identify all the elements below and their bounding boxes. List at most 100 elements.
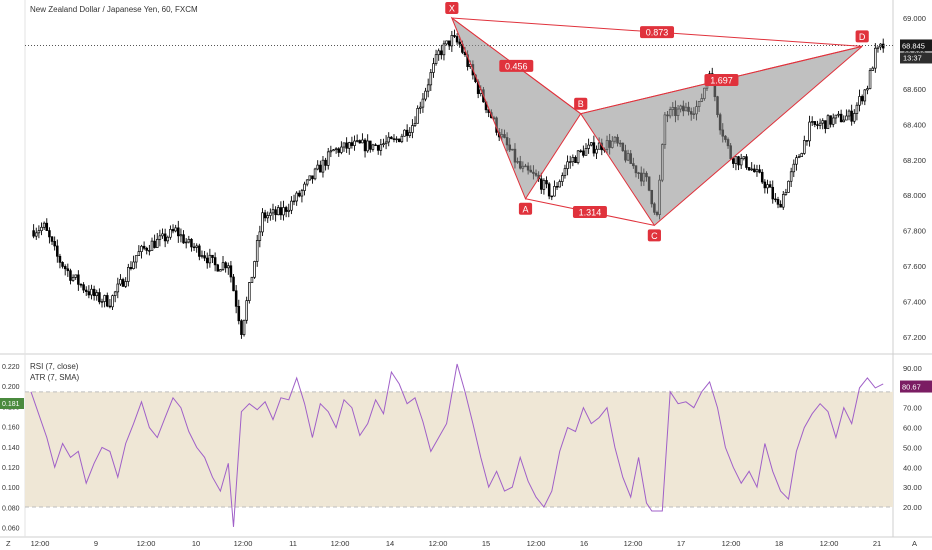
candle-down: [240, 320, 243, 335]
candle-up: [837, 113, 840, 116]
time-tick-label: 9: [94, 539, 98, 548]
candle-up: [342, 142, 346, 148]
candle-up: [384, 141, 388, 145]
candle-up: [424, 90, 427, 100]
pattern-point-c-bg: [647, 229, 661, 242]
candle-up: [437, 50, 440, 56]
candle-down: [98, 292, 101, 303]
candle-up: [845, 115, 848, 121]
candle-up: [353, 140, 356, 146]
candle-up: [831, 117, 835, 125]
candle-down: [369, 140, 372, 150]
candle-up: [797, 156, 801, 159]
candle-up: [408, 132, 412, 136]
atr-tick-label: 0.220: [2, 364, 20, 371]
candle-down: [816, 124, 819, 126]
candle-up: [255, 240, 259, 262]
pattern-point-b-bg: [574, 97, 588, 110]
candle-up: [876, 46, 880, 49]
candle-up: [287, 209, 291, 212]
candle-down: [190, 238, 193, 248]
rsi-band-fill: [25, 391, 893, 507]
candle-up: [568, 161, 572, 163]
price-tick-label: 67.800: [903, 227, 926, 236]
candle-up: [795, 157, 798, 165]
candle-down: [579, 150, 583, 152]
candle-down: [374, 144, 377, 147]
candle-down: [66, 268, 70, 272]
time-tick-label: 15: [482, 539, 490, 548]
candle-down: [182, 234, 185, 244]
candle-down: [142, 245, 146, 249]
candle-down: [153, 240, 156, 248]
atr-label[interactable]: ATR (7, SMA): [30, 373, 80, 382]
pattern-point-a-bg: [518, 202, 533, 215]
candle-up: [810, 121, 814, 123]
candle-up: [808, 121, 811, 142]
candle-up: [755, 169, 759, 173]
rsi-label[interactable]: RSI (7, close): [30, 362, 79, 371]
candle-down: [213, 257, 217, 266]
candle-down: [311, 175, 314, 180]
candle-up: [734, 156, 738, 164]
candle-down: [760, 171, 764, 183]
candle-up: [90, 288, 93, 296]
candle-up: [71, 276, 75, 281]
candle-down: [440, 50, 443, 56]
pattern-point-x-bg: [445, 2, 459, 14]
time-axis-corner-right: A: [912, 539, 917, 548]
candle-up: [169, 229, 172, 238]
candle-up: [426, 84, 430, 92]
candle-up: [432, 63, 435, 73]
candle-up: [821, 120, 824, 124]
candle-up: [387, 136, 390, 143]
candle-down: [237, 305, 241, 322]
time-tick-label: 12:00: [234, 539, 253, 548]
candle-down: [550, 195, 554, 198]
candle-down: [345, 142, 348, 149]
candle-up: [576, 150, 580, 164]
candle-down: [50, 236, 54, 242]
candle-down: [279, 207, 283, 216]
rsi-tick-label: 20.00: [903, 503, 922, 512]
time-tick-label: 16: [580, 539, 588, 548]
candle-up: [174, 227, 177, 232]
candle-up: [858, 96, 861, 106]
pattern-point-c: C: [651, 231, 658, 241]
candle-up: [450, 35, 454, 47]
candle-up: [395, 138, 398, 141]
candle-up: [855, 104, 859, 114]
candle-down: [61, 262, 64, 267]
candle-down: [205, 257, 209, 264]
candle-down: [768, 184, 772, 188]
candle-up: [140, 245, 143, 253]
candle-up: [826, 115, 830, 129]
candle-down: [839, 113, 843, 123]
candle-down: [758, 169, 761, 173]
candle-up: [561, 175, 564, 182]
candle-up: [329, 150, 333, 153]
rsi-tick-label: 30.00: [903, 483, 922, 492]
candle-down: [376, 145, 380, 151]
candle-up: [245, 300, 248, 321]
candle-up: [250, 276, 254, 283]
candle-up: [750, 168, 753, 171]
candle-up: [155, 238, 159, 248]
current-price-badge: [900, 39, 932, 52]
candle-up: [542, 180, 546, 190]
candle-up: [184, 241, 188, 244]
candle-down: [284, 207, 288, 212]
candle-up: [416, 108, 419, 124]
candle-up: [766, 184, 769, 189]
price-tick-label: 67.600: [903, 262, 926, 271]
candle-up: [421, 98, 425, 108]
candle-down: [298, 192, 301, 197]
time-axis-corner-left: Z: [6, 539, 11, 548]
candle-up: [292, 200, 296, 203]
time-tick-label: 11: [289, 539, 297, 548]
atr-tick-label: 0.200: [2, 384, 20, 391]
candle-up: [158, 235, 162, 240]
candle-down: [79, 283, 83, 286]
price-tick-label: 68.200: [903, 156, 926, 165]
